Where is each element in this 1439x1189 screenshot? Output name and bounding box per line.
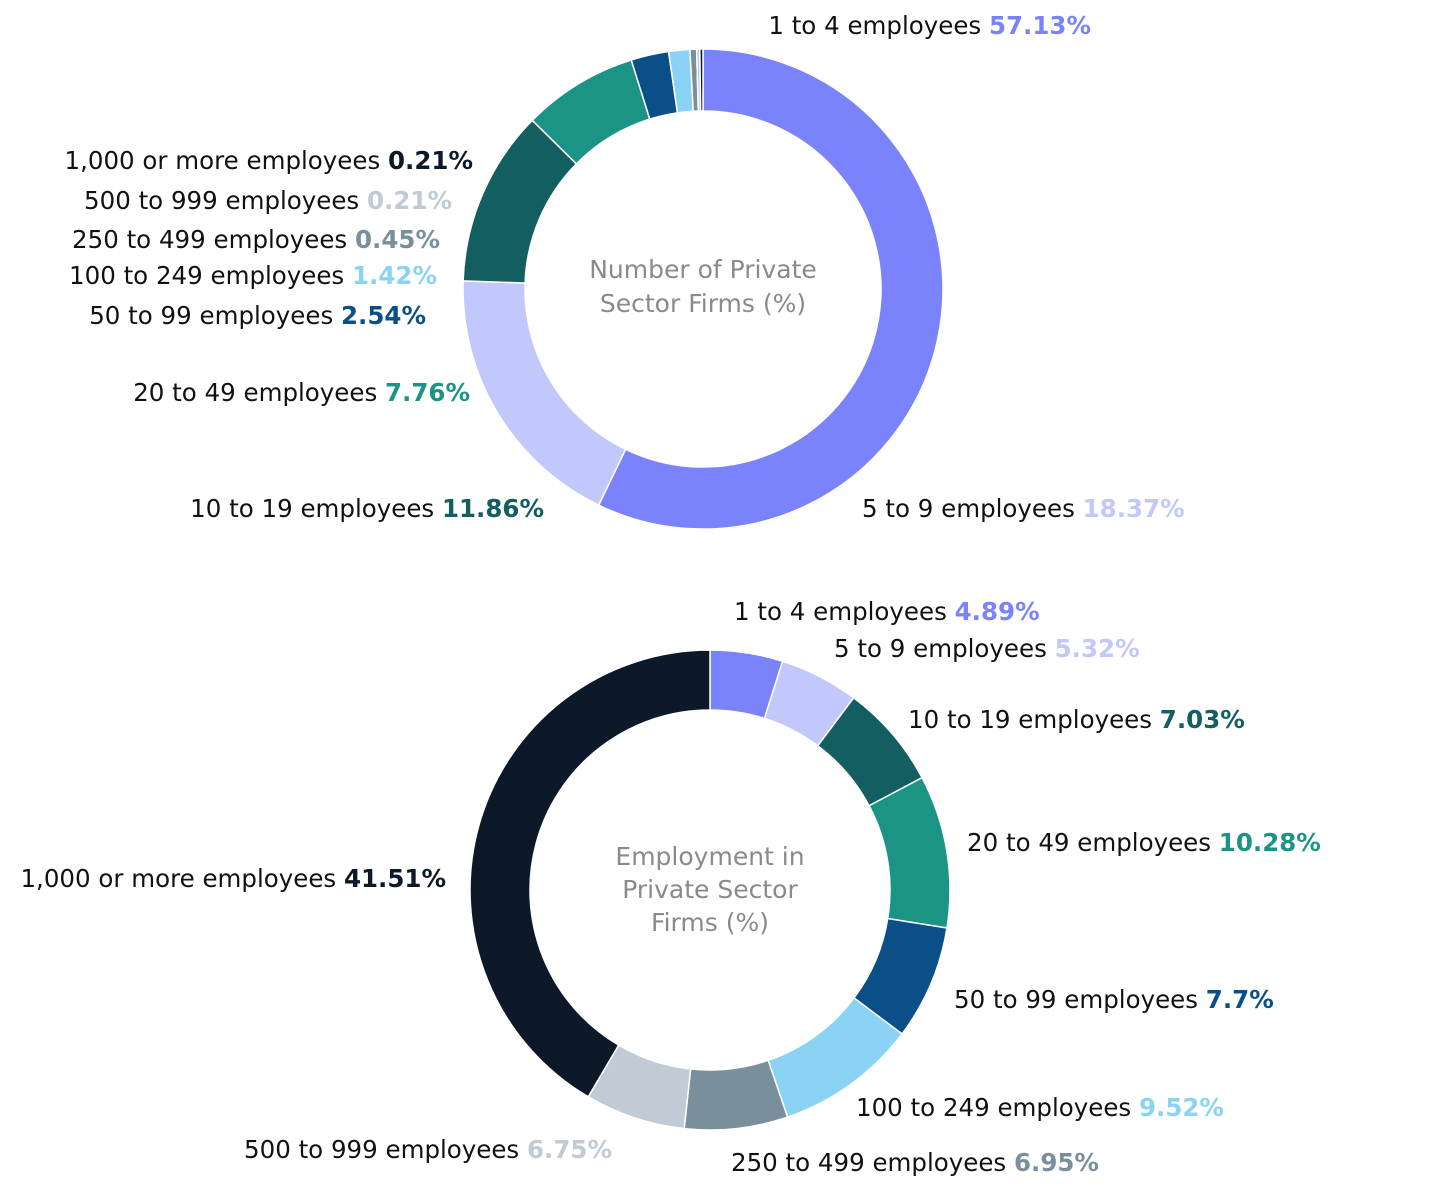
donut-slice (469, 649, 711, 1098)
donut-slice (699, 48, 704, 112)
donut-chart-2: Employment in Private Sector Firms (%) 1 to… (20, 597, 1320, 1177)
segment-label: 1,000 or more employees 41.51% (20, 864, 446, 893)
chart-center-title: Private Sector (622, 875, 798, 904)
segment-value: 41.51% (344, 864, 446, 893)
segment-category: 10 to 19 employees (908, 705, 1160, 734)
donut-slice (683, 1059, 789, 1131)
segment-value: 0.21% (388, 146, 473, 175)
segment-label: 100 to 249 employees 9.52% (856, 1093, 1224, 1122)
segment-label: 50 to 99 employees 2.54% (89, 301, 426, 330)
segment-category: 5 to 9 employees (862, 494, 1083, 523)
segment-category: 10 to 19 employees (190, 494, 442, 523)
segment-value: 57.13% (989, 11, 1091, 40)
segment-category: 250 to 499 employees (731, 1148, 1014, 1177)
segment-category: 20 to 49 employees (967, 828, 1219, 857)
segment-label: 20 to 49 employees 7.76% (133, 378, 470, 407)
chart-center-title: Sector Firms (%) (600, 289, 806, 318)
segment-label: 250 to 499 employees 0.45% (72, 225, 440, 254)
segment-category: 500 to 999 employees (244, 1135, 527, 1164)
segment-category: 50 to 99 employees (89, 301, 341, 330)
segment-label: 100 to 249 employees 1.42% (69, 261, 437, 290)
segment-category: 1,000 or more employees (64, 146, 388, 175)
segment-label: 5 to 9 employees 18.37% (862, 494, 1185, 523)
chart-center-title: Employment in (615, 842, 804, 871)
segment-label: 50 to 99 employees 7.7% (954, 985, 1274, 1014)
segment-label: 1 to 4 employees 57.13% (768, 11, 1091, 40)
segment-value: 0.45% (355, 225, 440, 254)
segment-category: 20 to 49 employees (133, 378, 385, 407)
donut-slice (597, 48, 944, 530)
segment-category: 1 to 4 employees (734, 597, 955, 626)
segment-value: 6.95% (1014, 1148, 1099, 1177)
segment-label: 5 to 9 employees 5.32% (834, 634, 1140, 663)
segment-value: 7.03% (1160, 705, 1245, 734)
segment-category: 500 to 999 employees (84, 186, 367, 215)
segment-category: 1,000 or more employees (20, 864, 344, 893)
segment-label: 20 to 49 employees 10.28% (967, 828, 1321, 857)
segment-value: 5.32% (1055, 634, 1140, 663)
segment-value: 4.89% (955, 597, 1040, 626)
segment-category: 5 to 9 employees (834, 634, 1055, 663)
segment-value: 7.76% (385, 378, 470, 407)
segment-label: 10 to 19 employees 11.86% (190, 494, 544, 523)
segment-value: 9.52% (1139, 1093, 1224, 1122)
segment-category: 50 to 99 employees (954, 985, 1206, 1014)
segment-label: 250 to 499 employees 6.95% (731, 1148, 1099, 1177)
segment-label: 10 to 19 employees 7.03% (908, 705, 1245, 734)
donut-chart-1: Number of Private Sector Firms (%) 1 to 4 … (64, 11, 1185, 530)
segment-label: 500 to 999 employees 6.75% (244, 1135, 612, 1164)
segment-value: 6.75% (527, 1135, 612, 1164)
segment-value: 2.54% (341, 301, 426, 330)
donut-slice (868, 776, 951, 929)
segment-value: 18.37% (1083, 494, 1185, 523)
segment-label: 500 to 999 employees 0.21% (84, 186, 452, 215)
segment-category: 100 to 249 employees (856, 1093, 1139, 1122)
segment-label: 1 to 4 employees 4.89% (734, 597, 1040, 626)
segment-category: 250 to 499 employees (72, 225, 355, 254)
segment-value: 11.86% (442, 494, 544, 523)
segment-label: 1,000 or more employees 0.21% (64, 146, 473, 175)
chart-center-title: Number of Private (589, 255, 817, 284)
chart-center-title: Firms (%) (651, 908, 769, 937)
segment-value: 7.7% (1206, 985, 1274, 1014)
segment-value: 10.28% (1219, 828, 1321, 857)
segment-value: 1.42% (352, 261, 437, 290)
segment-category: 100 to 249 employees (69, 261, 352, 290)
segment-value: 0.21% (367, 186, 452, 215)
segment-category: 1 to 4 employees (768, 11, 989, 40)
